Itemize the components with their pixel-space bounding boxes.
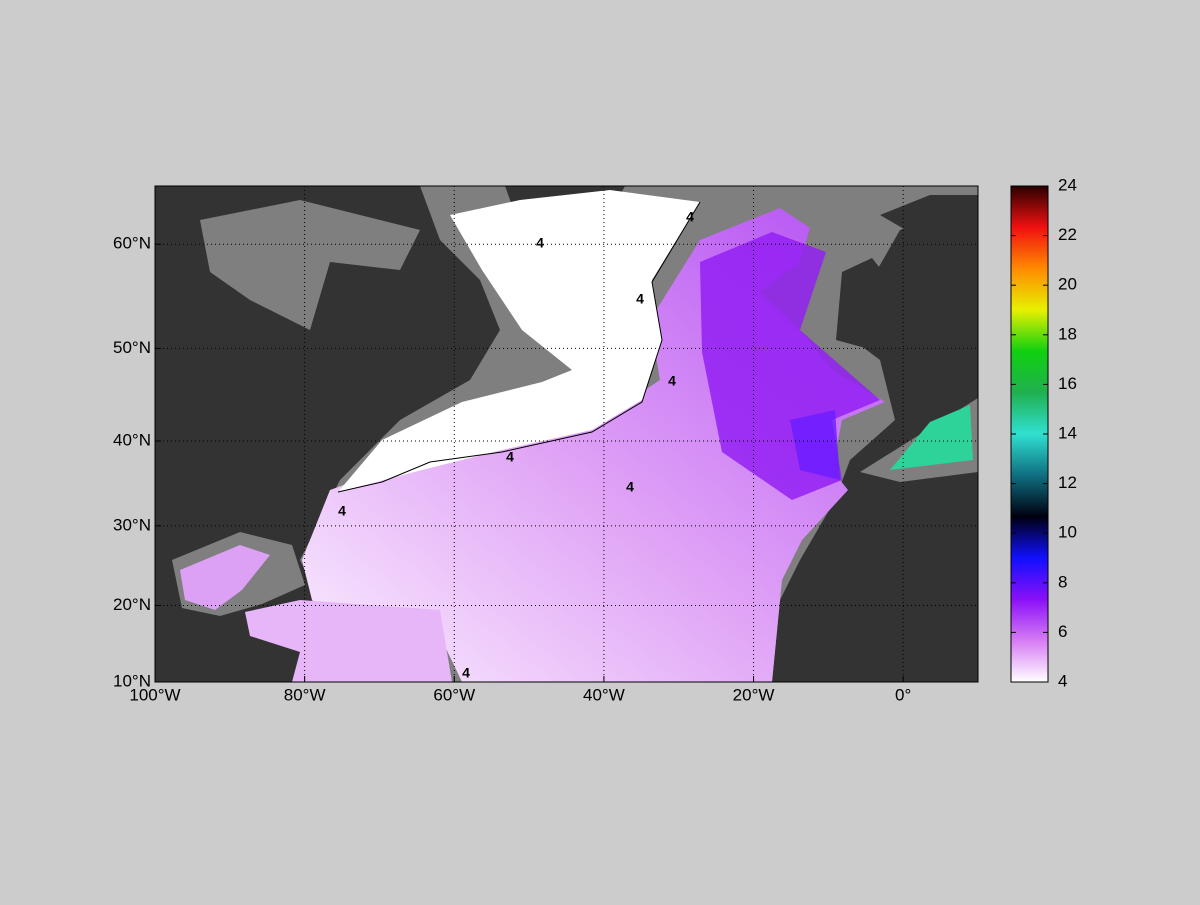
y-tick-label: 30°N: [113, 515, 151, 534]
ocean-field-east: [700, 232, 880, 500]
contour-line: [337, 201, 701, 493]
contour-label: 4: [636, 291, 644, 307]
y-tick-label: 40°N: [113, 430, 151, 449]
colorbar-tick-label: 8: [1058, 572, 1067, 591]
contour-label: 4: [338, 503, 346, 519]
x-tick-label: 40°W: [583, 685, 625, 704]
x-tick-label: 20°W: [733, 685, 775, 704]
colorbar-tick-label: 4: [1058, 671, 1067, 690]
colorbar-tick-label: 14: [1058, 423, 1077, 442]
y-tick-label: 10°N: [113, 671, 151, 690]
x-tick-label: 0°: [895, 685, 911, 704]
iceland: [880, 195, 978, 260]
map-area: [155, 186, 978, 682]
ocean-field-white: [338, 190, 700, 492]
y-tick-label: 60°N: [113, 234, 151, 253]
contour-label: 4: [462, 665, 470, 681]
contour-label: 4: [686, 209, 694, 225]
y-tick-label: 50°N: [113, 338, 151, 357]
colorbar-tick-label: 16: [1058, 374, 1077, 393]
x-tick-label: 60°W: [433, 685, 475, 704]
caribbean-field: [245, 600, 452, 682]
gulf-field: [180, 545, 270, 610]
y-tick-label: 20°N: [113, 595, 151, 614]
colorbar-tick-label: 24: [1058, 175, 1077, 194]
colorbar-tick-label: 18: [1058, 324, 1077, 343]
contour-label: 4: [506, 449, 514, 465]
contour-label: 4: [626, 479, 634, 495]
mediterranean-field: [890, 405, 973, 470]
colorbar-tick-label: 22: [1058, 225, 1077, 244]
colorbar-tick-label: 20: [1058, 275, 1077, 294]
ocean-field-blue: [790, 410, 840, 480]
contour-label: 4: [668, 373, 676, 389]
hudson-bay: [200, 200, 420, 330]
colorbar: [1010, 185, 1049, 683]
british-isles: [836, 258, 915, 352]
colorbar-tick-label: 12: [1058, 473, 1077, 492]
colorbar-tick-label: 10: [1058, 523, 1077, 542]
contour-label: 4: [536, 235, 544, 251]
colorbar-tick-label: 6: [1058, 622, 1067, 641]
x-tick-label: 100°W: [129, 685, 180, 704]
x-tick-label: 80°W: [284, 685, 326, 704]
